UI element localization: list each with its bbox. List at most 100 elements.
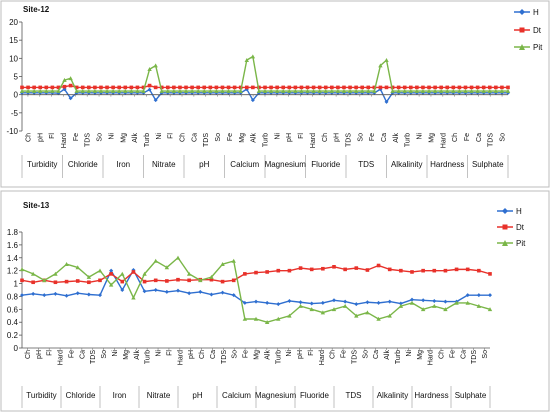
- y-tick-label: 20: [9, 18, 18, 27]
- series-dt-point: [494, 85, 498, 90]
- series-pit-point: [198, 278, 203, 283]
- series-pit-point: [135, 88, 140, 93]
- group-label: Nitrate: [147, 391, 171, 400]
- group-label: Nitrate: [152, 160, 176, 169]
- series-pit-point: [98, 88, 104, 93]
- series-h-point: [209, 292, 214, 297]
- series-dt-point: [481, 85, 486, 90]
- legend-pit-marker: [502, 240, 508, 246]
- series-dt-point: [220, 85, 225, 90]
- series-dt-point: [123, 85, 128, 90]
- series-dt-point: [120, 279, 125, 284]
- x-tick-label: Ca: [476, 133, 483, 142]
- series-pit-point: [19, 267, 25, 272]
- series-pit-point: [189, 88, 195, 93]
- series-dt-point: [44, 85, 49, 90]
- series-dt-point: [263, 85, 267, 90]
- series-pit-point: [220, 88, 225, 93]
- series-pit-point: [487, 88, 492, 93]
- x-tick-label: Ch: [439, 350, 446, 359]
- series-h-point: [98, 293, 102, 298]
- series-h-point: [153, 98, 158, 103]
- y-tick-label: 1.8: [7, 228, 19, 237]
- series-pit-point: [238, 88, 243, 93]
- group-label: Calcium: [230, 160, 259, 169]
- series-h-point: [376, 300, 381, 305]
- series-pit-point: [31, 88, 37, 93]
- series-pit-point: [469, 88, 474, 93]
- x-tick-label: Ch: [180, 133, 187, 142]
- x-tick-label: Ca: [210, 350, 217, 359]
- chart-site-13-frame: [0, 190, 550, 412]
- chart-site-12-title: Site-12: [23, 5, 50, 14]
- series-pit-point: [360, 88, 365, 93]
- series-pit-point: [153, 258, 158, 263]
- series-pit-point: [104, 88, 110, 93]
- x-tick-label: Alk: [393, 133, 400, 143]
- x-tick-label: Ch: [452, 133, 459, 142]
- group-label: TDS: [358, 160, 374, 169]
- series-dt-point: [142, 279, 147, 284]
- series-dt-point: [293, 85, 298, 90]
- x-tick-label: Ca: [79, 350, 86, 359]
- series-pit-point: [493, 88, 499, 93]
- series-pit-point: [50, 88, 55, 93]
- series-pit-point: [53, 271, 58, 276]
- series-pit-point: [384, 57, 389, 62]
- series-h-point: [242, 300, 247, 305]
- series-dt-point: [50, 85, 55, 90]
- series-h-point: [387, 299, 392, 304]
- series-dt-point: [342, 85, 346, 90]
- x-tick-label: Hard: [428, 350, 435, 365]
- series-dt-point: [159, 85, 164, 90]
- legend-h-marker: [519, 9, 525, 15]
- x-tick-label: TDS: [85, 133, 92, 147]
- legend-dt-label: Dt: [533, 26, 542, 35]
- x-tick-label: pH: [37, 133, 44, 142]
- group-label: Iron: [113, 391, 127, 400]
- series-dt-point: [451, 85, 456, 90]
- x-tick-label: pH: [297, 350, 304, 359]
- x-tick-label: Ni: [274, 133, 281, 140]
- group-label: pH: [192, 391, 202, 400]
- legend-pit-marker: [519, 44, 525, 50]
- series-pit-point: [110, 88, 116, 93]
- series-pit-point: [129, 88, 134, 93]
- series-pit-point: [378, 63, 383, 68]
- x-tick-label: So: [215, 133, 222, 142]
- x-tick-label: Ca: [381, 133, 388, 142]
- legend-dt-marker: [502, 224, 508, 230]
- x-tick-label: Alk: [264, 350, 271, 360]
- series-pit-point: [499, 88, 505, 93]
- series-dt-point: [475, 85, 480, 90]
- group-label: Magnesium: [255, 391, 297, 400]
- series-h-point: [465, 293, 470, 298]
- series-pit-point: [220, 262, 225, 267]
- series-h-point: [142, 289, 147, 294]
- legend-dt-marker: [519, 27, 525, 33]
- series-pit-point: [353, 88, 359, 93]
- y-tick-label: 5: [14, 73, 19, 82]
- series-pit-point: [376, 316, 381, 321]
- series-dt-point: [153, 278, 158, 283]
- legend-pit-label: Pit: [533, 43, 543, 52]
- series-h-point: [254, 299, 258, 304]
- series-pit-point: [208, 88, 213, 93]
- series-dt-point: [53, 280, 58, 285]
- series-pit-point: [293, 88, 298, 93]
- series-pit-point: [365, 310, 370, 315]
- x-tick-label: Ch: [25, 350, 32, 359]
- chart-site-12-x-axis: Ch pH Fl Hard Fe TDS So Ni Mg Alk Turb Ni Fl Ch Ca TDS S…: [22, 94, 508, 148]
- series-pit-point: [342, 303, 348, 308]
- series-dt-point: [111, 85, 115, 90]
- x-tick-label: Turb: [405, 133, 412, 147]
- series-h-point: [198, 289, 203, 294]
- series-pit-point: [25, 88, 31, 93]
- y-tick-label: 0: [14, 344, 19, 353]
- x-tick-label: So: [362, 350, 369, 359]
- series-h-point: [164, 289, 169, 294]
- series-dt-point: [433, 85, 437, 90]
